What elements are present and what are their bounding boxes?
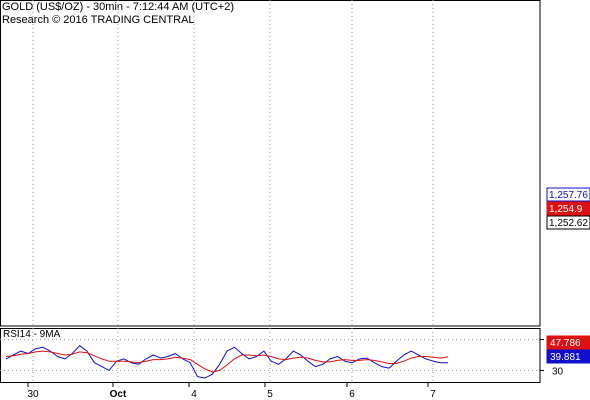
x-tick-label: 7 [430, 389, 436, 400]
price-tag-box [546, 201, 590, 216]
price-tag-label: 1,252.62 [549, 218, 588, 229]
price-tag-box [546, 187, 590, 202]
rsi-series-9ma [5, 350, 449, 373]
x-tick-label: 6 [349, 389, 355, 400]
rsi-tag-box [546, 349, 590, 364]
price-panel-frame [0, 0, 541, 327]
chart-title: GOLD (US$/OZ) - 30min - 7:12:44 AM (UTC+… [2, 1, 234, 13]
x-tick-label: 30 [27, 389, 39, 400]
x-tick-label: Oct [110, 389, 127, 400]
x-tick-label: 4 [191, 389, 197, 400]
rsi-title: RSI14 - 9MA [3, 329, 61, 340]
price-tag-box [546, 215, 590, 230]
rsi-series-rsi14 [5, 345, 448, 379]
rsi-tag-label: 47.786 [550, 338, 581, 349]
rsi-tag-box [546, 335, 590, 350]
x-tick-label: 5 [267, 389, 273, 400]
price-tag-label: 1,257.76 [549, 190, 588, 201]
rsi-y-tick-label: 30 [552, 366, 564, 377]
rsi-tag-label: 39.881 [550, 352, 581, 363]
copyright-text: Research © 2016 TRADING CENTRAL [2, 14, 195, 26]
price-tag-label: 1,254.9 [549, 204, 583, 215]
